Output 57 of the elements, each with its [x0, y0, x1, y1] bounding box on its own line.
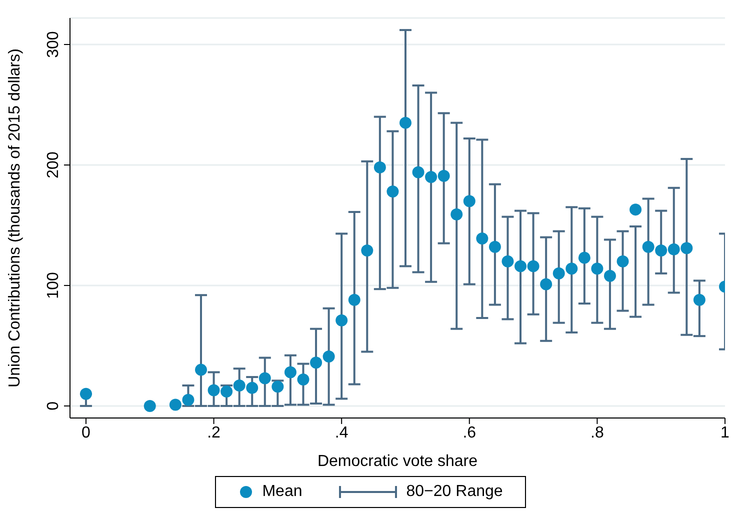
point: [144, 400, 156, 412]
y-tick-label: 200: [45, 152, 62, 178]
y-tick-label: 0: [45, 401, 62, 410]
x-tick-label: .2: [207, 424, 221, 442]
point: [655, 244, 668, 257]
point: [246, 382, 258, 394]
point: [463, 195, 476, 208]
point: [425, 171, 438, 184]
legend-label: 80−20 Range: [405, 483, 503, 501]
x-tick-label: 1: [720, 424, 730, 442]
point: [374, 161, 386, 174]
point: [514, 260, 527, 272]
point: [668, 243, 680, 256]
x-tick-label: .6: [462, 424, 476, 442]
point: [233, 379, 246, 392]
y-tick-label: 100: [45, 272, 62, 299]
point: [616, 255, 629, 268]
point: [336, 314, 348, 326]
point: [438, 170, 450, 182]
point: [195, 364, 207, 376]
point: [630, 204, 642, 216]
point: [361, 244, 374, 257]
point: [502, 255, 514, 268]
point: [412, 166, 424, 178]
point: [208, 384, 220, 396]
point: [488, 240, 501, 253]
y-axis-title: Union Contributions (thousands of 2015 dollars): [6, 48, 24, 388]
point: [642, 240, 654, 253]
point: [284, 366, 296, 378]
point: [220, 385, 233, 398]
point: [450, 208, 463, 220]
point: [272, 380, 284, 393]
x-tick-label: .4: [334, 424, 348, 442]
legend-label: Mean: [261, 483, 302, 501]
point: [591, 262, 604, 275]
point: [348, 294, 360, 306]
point: [527, 260, 540, 272]
point: [476, 232, 488, 244]
point: [399, 116, 412, 129]
point: [169, 398, 182, 411]
x-tick-label: 0: [82, 424, 91, 442]
y-tick-label: 300: [45, 31, 62, 58]
point: [540, 278, 552, 290]
point: [604, 270, 616, 282]
point: [693, 294, 706, 306]
point: [80, 388, 92, 400]
point: [322, 350, 335, 363]
point: [566, 262, 578, 275]
point: [310, 356, 322, 369]
point: [680, 242, 693, 254]
point: [578, 252, 590, 264]
x-tick-label: .8: [590, 424, 604, 442]
point: [258, 372, 271, 384]
x-axis-title: Democratic vote share: [317, 453, 478, 470]
point: [386, 185, 399, 198]
point: [552, 267, 565, 280]
point: [297, 373, 310, 386]
